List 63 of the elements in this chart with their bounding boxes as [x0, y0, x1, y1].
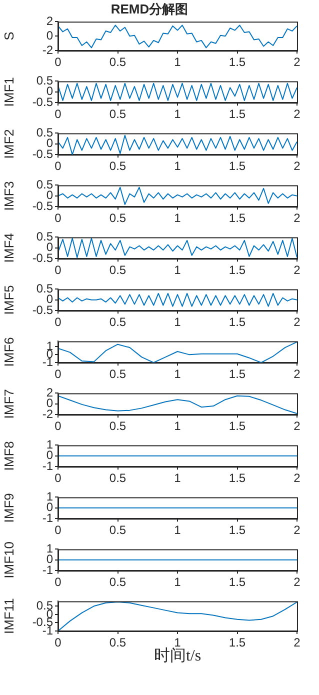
- x-tick-label: 2: [294, 263, 301, 278]
- x-tick-label: 1: [174, 263, 182, 278]
- x-tick-label: 2: [294, 107, 301, 122]
- x-tick-label: 2: [294, 575, 301, 590]
- x-tick-label: 0.5: [109, 315, 126, 330]
- x-tick-label: 0.5: [109, 523, 126, 538]
- x-tick-label: 1: [174, 211, 182, 226]
- x-tick-label: 2: [294, 211, 301, 226]
- y-tick-label: 2: [46, 14, 54, 28]
- x-tick-label: 1: [174, 523, 182, 538]
- x-tick-label: 1: [174, 575, 182, 590]
- x-tick-label: 1.5: [228, 55, 246, 70]
- y-axis-title: IMF4: [1, 233, 16, 263]
- x-tick-label: 2: [294, 367, 301, 382]
- x-tick-label: 2: [294, 636, 301, 650]
- x-tick-label: 0.5: [109, 107, 126, 122]
- y-axis-title: S: [1, 31, 16, 40]
- x-tick-label: 1.5: [228, 575, 246, 590]
- y-axis-title: IMF9: [1, 493, 16, 523]
- x-tick-label: 2: [294, 159, 301, 174]
- x-tick-label: 0.5: [109, 419, 126, 434]
- x-tick-label: 0.5: [109, 55, 126, 70]
- x-tick-label: 1: [174, 159, 182, 174]
- y-axis-title: IMF2: [1, 129, 16, 159]
- x-tick-label: 2: [294, 55, 301, 70]
- y-axis-title: IMF1: [1, 77, 16, 107]
- x-tick-label: 1.5: [228, 159, 246, 174]
- x-tick-label: 1.5: [228, 419, 246, 434]
- x-tick-label: 0.5: [109, 471, 126, 486]
- x-tick-label: 1: [174, 315, 182, 330]
- x-tick-label: 2: [294, 315, 301, 330]
- chart-title: REMD分解图: [110, 1, 188, 16]
- x-tick-label: 1: [174, 367, 182, 382]
- x-tick-label: 1.5: [228, 315, 246, 330]
- x-tick-label: 1: [174, 107, 182, 122]
- x-tick-label: 1.5: [228, 471, 246, 486]
- x-tick-label: 1.5: [228, 211, 246, 226]
- x-tick-label: 0.5: [109, 159, 126, 174]
- x-tick-label: 0.5: [109, 575, 126, 590]
- x-tick-label: 1: [174, 419, 182, 434]
- x-tick-label: 1.5: [228, 367, 246, 382]
- x-tick-label: 0.5: [109, 367, 126, 382]
- y-tick-label: -2: [42, 42, 54, 57]
- x-tick-label: 1.5: [228, 523, 246, 538]
- x-tick-label: 0.5: [109, 636, 126, 650]
- y-axis-title: IMF11: [1, 598, 16, 634]
- x-tick-label: 1: [174, 55, 182, 70]
- y-axis-title: IMF8: [1, 441, 16, 471]
- x-tick-label: 0.5: [109, 211, 126, 226]
- y-axis-title: IMF10: [1, 541, 16, 578]
- x-tick-label: 1: [174, 471, 182, 486]
- y-axis-title: IMF6: [1, 337, 16, 367]
- y-tick-label: 0: [46, 28, 54, 42]
- x-tick-label: 2: [294, 471, 301, 486]
- x-tick-label: 2: [294, 419, 301, 434]
- y-axis-title: IMF5: [1, 285, 16, 315]
- y-axis-title: IMF7: [1, 389, 16, 419]
- x-tick-label: 2: [294, 523, 301, 538]
- y-axis-title: IMF3: [1, 181, 16, 211]
- x-tick-label: 0.5: [109, 263, 126, 278]
- x-tick-label: 1.5: [228, 107, 246, 122]
- x-tick-label: 1.5: [228, 636, 246, 650]
- x-tick-label: 1.5: [228, 263, 246, 278]
